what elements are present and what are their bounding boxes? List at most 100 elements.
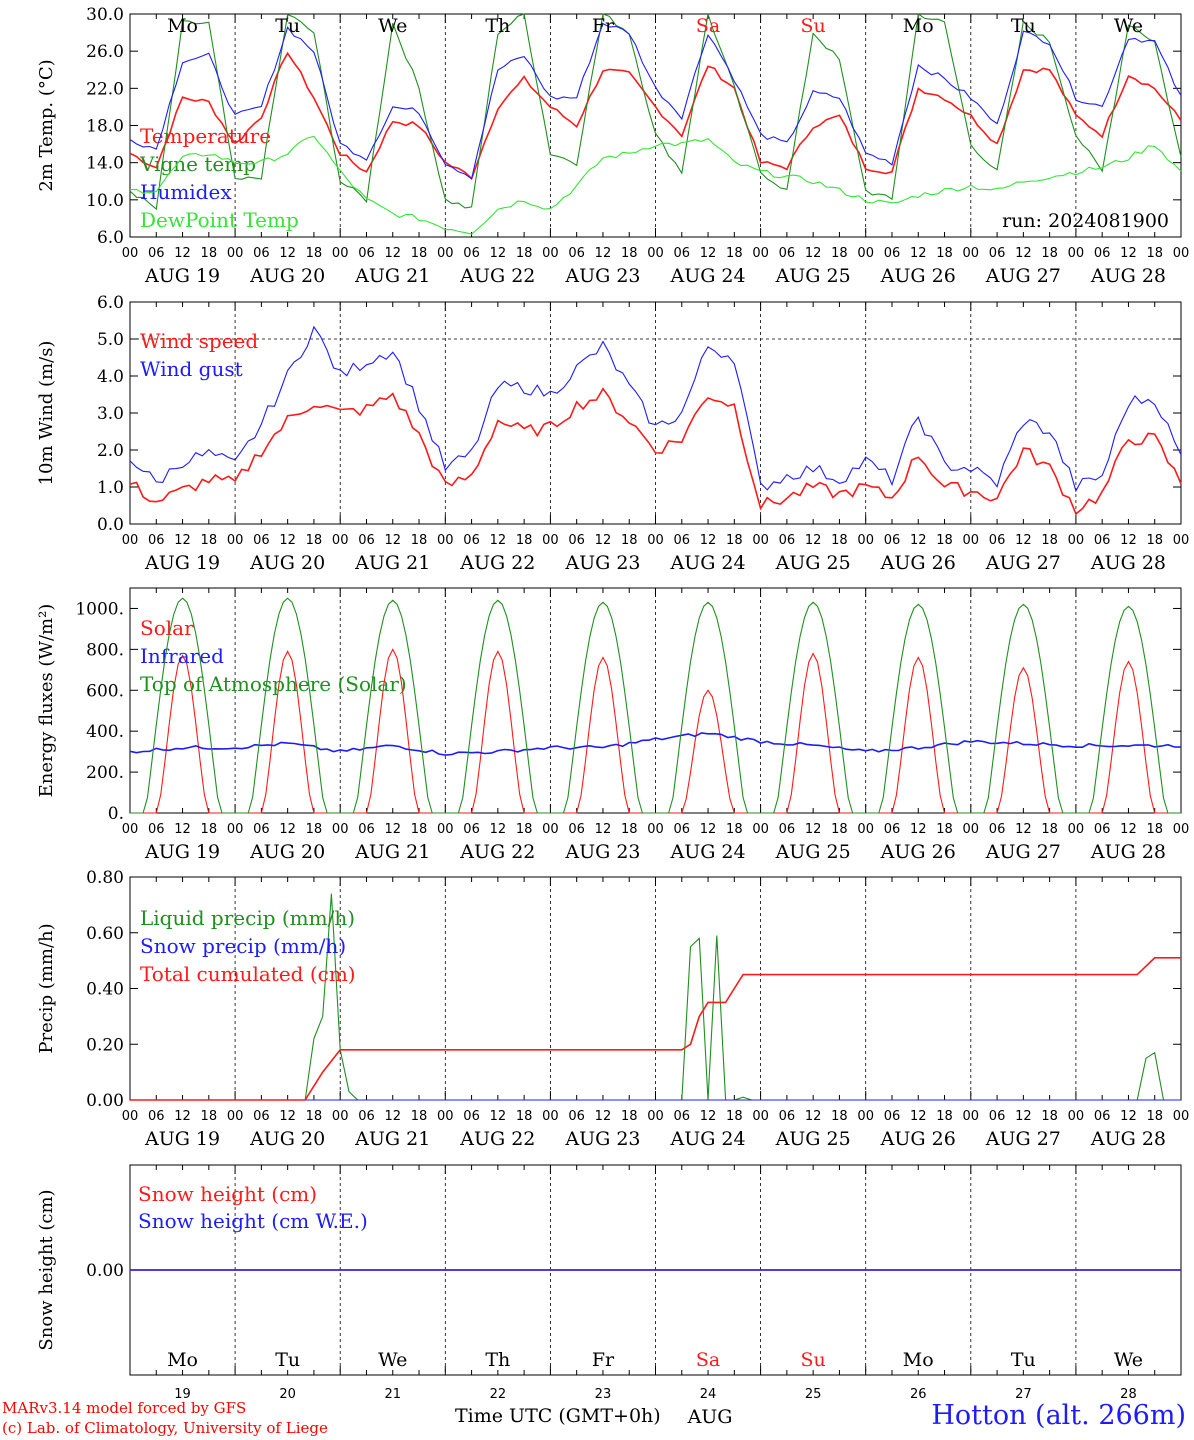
x-hour-label: 06 [358,533,375,548]
x-hour-label: 00 [227,533,244,548]
x-hour-label: 06 [463,533,480,548]
x-hour-label: 00 [332,822,349,837]
y-axis-label: Precip (mm/h) [36,923,57,1053]
x-hour-label: 06 [568,533,585,548]
x-hour-label: 00 [227,1109,244,1124]
x-hour-label: 06 [674,822,691,837]
x-hour-label: 00 [122,822,139,837]
x-hour-label: 18 [306,246,323,261]
legend-entry: Wind gust [140,357,243,381]
x-hour-label: 12 [700,246,717,261]
weekday-label: Tu [1011,1349,1036,1371]
x-hour-label: 06 [1094,822,1111,837]
x-hour-label: 18 [831,822,848,837]
x-hour-label: 06 [358,1109,375,1124]
x-hour-label: 12 [910,533,927,548]
x-hour-label: 18 [411,246,428,261]
x-hour-label: 06 [358,246,375,261]
weekday-label: We [378,15,407,37]
x-date-label: AUG 23 [564,552,640,574]
x-hour-label: 18 [831,533,848,548]
x-date-label: AUG 27 [985,552,1061,574]
x-hour-label: 12 [279,533,296,548]
x-hour-label: 00 [647,1109,664,1124]
day-number-label: 20 [279,1387,296,1402]
x-hour-label: 00 [857,533,874,548]
x-hour-label: 06 [253,246,270,261]
x-hour-label: 18 [831,1109,848,1124]
x-hour-label: 12 [490,822,507,837]
x-hour-label: 18 [726,1109,743,1124]
x-hour-label: 00 [542,1109,559,1124]
x-hour-label: 18 [411,1109,428,1124]
x-hour-label: 12 [174,533,191,548]
x-date-label: AUG 22 [459,1128,535,1150]
y-tick-label: 0.80 [86,868,124,888]
x-hour-label: 18 [621,822,638,837]
panel-frame-temperature [129,13,1182,238]
x-hour-label: 06 [148,1109,165,1124]
x-date-label: AUG 24 [669,552,745,574]
x-date-label: AUG 21 [354,1128,430,1150]
weekday-label: Mo [903,15,934,37]
x-hour-label: 06 [779,246,796,261]
y-tick-label: 2.0 [97,441,124,461]
x-hour-label: 18 [936,246,953,261]
y-tick-label: 14.0 [86,154,124,174]
x-hour-label: 18 [1146,822,1163,837]
x-hour-label: 18 [621,246,638,261]
x-date-label: AUG 24 [669,841,745,863]
y-tick-label: 18.0 [86,117,124,137]
weekday-label: We [1114,15,1143,37]
x-date-label: AUG 19 [144,265,220,287]
x-hour-label: 18 [1041,246,1058,261]
x-hour-label: 00 [122,533,139,548]
x-hour-label: 00 [542,822,559,837]
x-hour-label: 06 [884,1109,901,1124]
y-tick-label: 0.00 [86,1091,124,1111]
x-hour-label: 06 [884,822,901,837]
x-hour-label: 00 [963,1109,980,1124]
legend-entry: Temperature [140,124,271,148]
x-hour-label: 18 [831,246,848,261]
x-date-label: AUG 21 [354,552,430,574]
weekday-label: Tu [275,1349,300,1371]
x-hour-label: 18 [936,822,953,837]
legend-entry: Infrared [140,644,224,668]
x-hour-label: 00 [542,533,559,548]
series-line-top-of-atmosphere-solar- [130,597,1181,814]
x-hour-label: 00 [857,822,874,837]
x-hour-label: 06 [568,246,585,261]
day-number-label: 24 [700,1387,717,1402]
x-hour-label: 18 [201,246,218,261]
x-hour-label: 18 [516,533,533,548]
weekday-label: Tu [1011,15,1036,37]
x-date-label: AUG 28 [1090,841,1166,863]
x-hour-label: 18 [621,1109,638,1124]
x-hour-label: 00 [963,822,980,837]
x-date-label: AUG 25 [775,1128,851,1150]
y-tick-label: 22.0 [86,79,124,99]
x-hour-label: 12 [490,1109,507,1124]
legend-entry: Total cumulated (cm) [140,962,356,986]
x-hour-label: 12 [279,1109,296,1124]
x-hour-label: 12 [700,1109,717,1124]
x-date-label: AUG 22 [459,841,535,863]
x-hour-label: 06 [779,533,796,548]
legend-entry: DewPoint Temp [140,208,299,232]
weekday-label: Sa [696,1349,720,1371]
x-hour-label: 06 [779,1109,796,1124]
x-hour-label: 12 [174,1109,191,1124]
weekday-label: Fr [592,15,615,37]
day-number-label: 19 [174,1387,191,1402]
x-hour-label: 00 [122,1109,139,1124]
x-hour-label: 12 [174,822,191,837]
y-tick-label: 6.0 [97,228,124,248]
x-hour-label: 12 [384,533,401,548]
x-hour-label: 12 [279,822,296,837]
y-tick-label: 30.0 [86,5,124,25]
x-hour-label: 00 [227,822,244,837]
x-date-label: AUG 24 [669,1128,745,1150]
x-date-label: AUG 23 [564,265,640,287]
x-date-label: AUG 27 [985,841,1061,863]
